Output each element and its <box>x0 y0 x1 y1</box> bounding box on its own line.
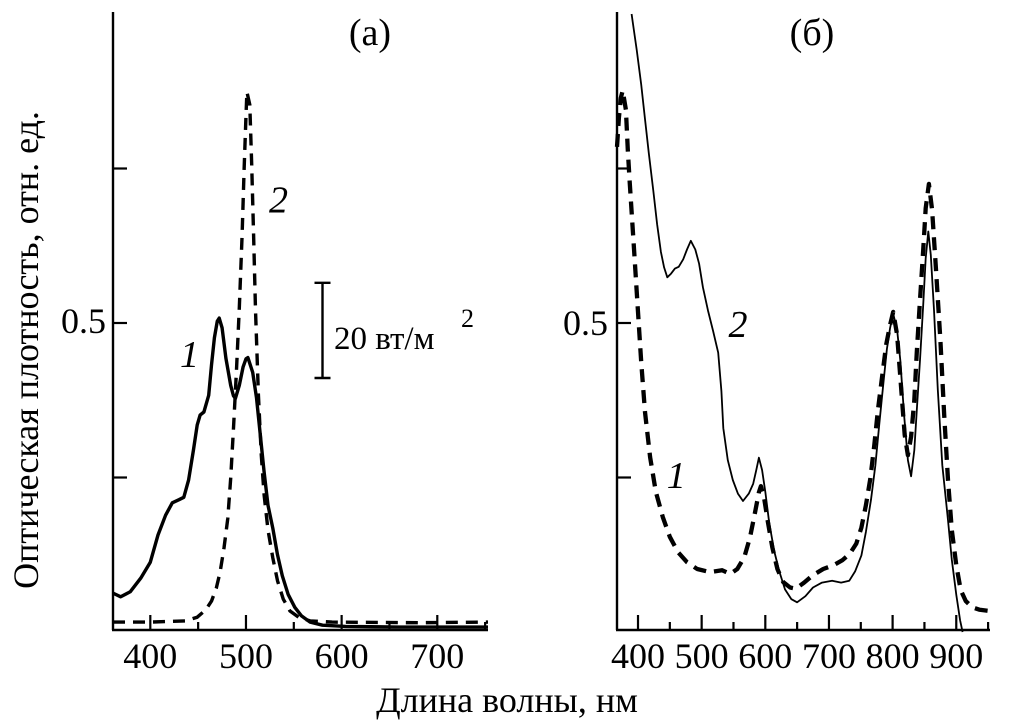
x-tick-label-b: 400 <box>611 636 665 676</box>
x-tick-label-b: 500 <box>675 636 729 676</box>
curve-label-b-1: 1 <box>667 455 686 497</box>
y-axis-title: Оптическая плотность, отн. ед. <box>6 111 46 589</box>
curve-b-2 <box>630 13 964 633</box>
curve-b-1 <box>614 88 991 614</box>
curve-a-2 <box>113 90 489 625</box>
panel-b-letter: (б) <box>790 12 835 54</box>
y-tick-label-a: 0.5 <box>61 301 106 341</box>
x-tick-label-b: 900 <box>929 636 983 676</box>
x-tick-label-a: 500 <box>219 636 273 676</box>
panel-a-letter: (а) <box>349 12 391 54</box>
curve-label-a-1: 1 <box>180 334 199 376</box>
x-tick-label-a: 400 <box>123 636 177 676</box>
panel-b: 400 500 600 700 800 900 1 2 <box>611 12 991 676</box>
curve-a-1 <box>112 316 488 629</box>
x-axis-title: Длина волны, нм <box>376 680 638 720</box>
x-tick-label-b: 600 <box>738 636 792 676</box>
panel-a: 400 500 600 700 1 2 <box>111 12 489 676</box>
x-tick-label-a: 700 <box>410 636 464 676</box>
scalebar-label: 20 вт/м <box>334 321 435 357</box>
x-tick-label-b: 800 <box>866 636 920 676</box>
curve-label-b-2: 2 <box>728 304 747 346</box>
y-tick-label-b: 0.5 <box>563 303 608 343</box>
x-tick-label-a: 600 <box>315 636 369 676</box>
scalebar-exponent: 2 <box>461 304 474 333</box>
curve-label-a-2: 2 <box>269 179 288 221</box>
x-tick-label-b: 700 <box>802 636 856 676</box>
